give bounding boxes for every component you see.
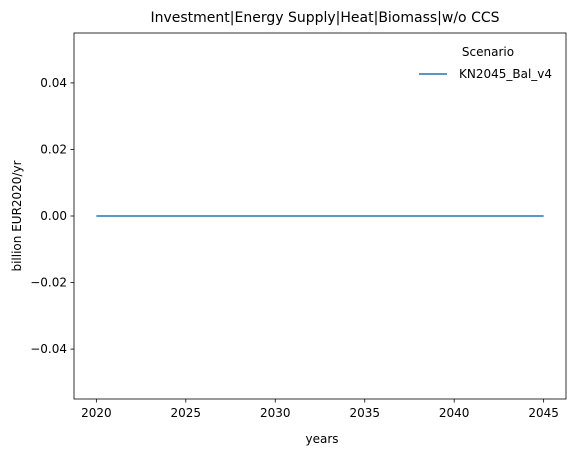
y-tick-label: 0.00 — [40, 209, 67, 223]
x-axis-label: years — [305, 432, 338, 446]
y-tick-label: −0.02 — [30, 276, 67, 290]
y-tick-label: 0.04 — [40, 76, 67, 90]
legend-title: Scenario — [462, 45, 514, 59]
y-axis: 0.04 0.02 0.00 −0.02 −0.04 — [30, 76, 74, 356]
chart-title: Investment|Energy Supply|Heat|Biomass|w/… — [150, 10, 499, 26]
x-tick-label: 2030 — [260, 406, 291, 420]
x-tick-label: 2035 — [349, 406, 380, 420]
y-axis-label: billion EUR2020/yr — [10, 160, 24, 271]
legend: Scenario KN2045_Bal_v4 — [419, 45, 552, 81]
y-tick-label: 0.02 — [40, 142, 67, 156]
x-tick-label: 2040 — [439, 406, 470, 420]
x-tick-label: 2045 — [528, 406, 559, 420]
legend-label-KN2045_Bal_v4: KN2045_Bal_v4 — [459, 67, 552, 81]
y-tick-label: −0.04 — [30, 342, 67, 356]
x-tick-label: 2025 — [171, 406, 202, 420]
x-tick-label: 2020 — [81, 406, 112, 420]
x-axis: 2020 2025 2030 2035 2040 2045 — [81, 399, 559, 420]
